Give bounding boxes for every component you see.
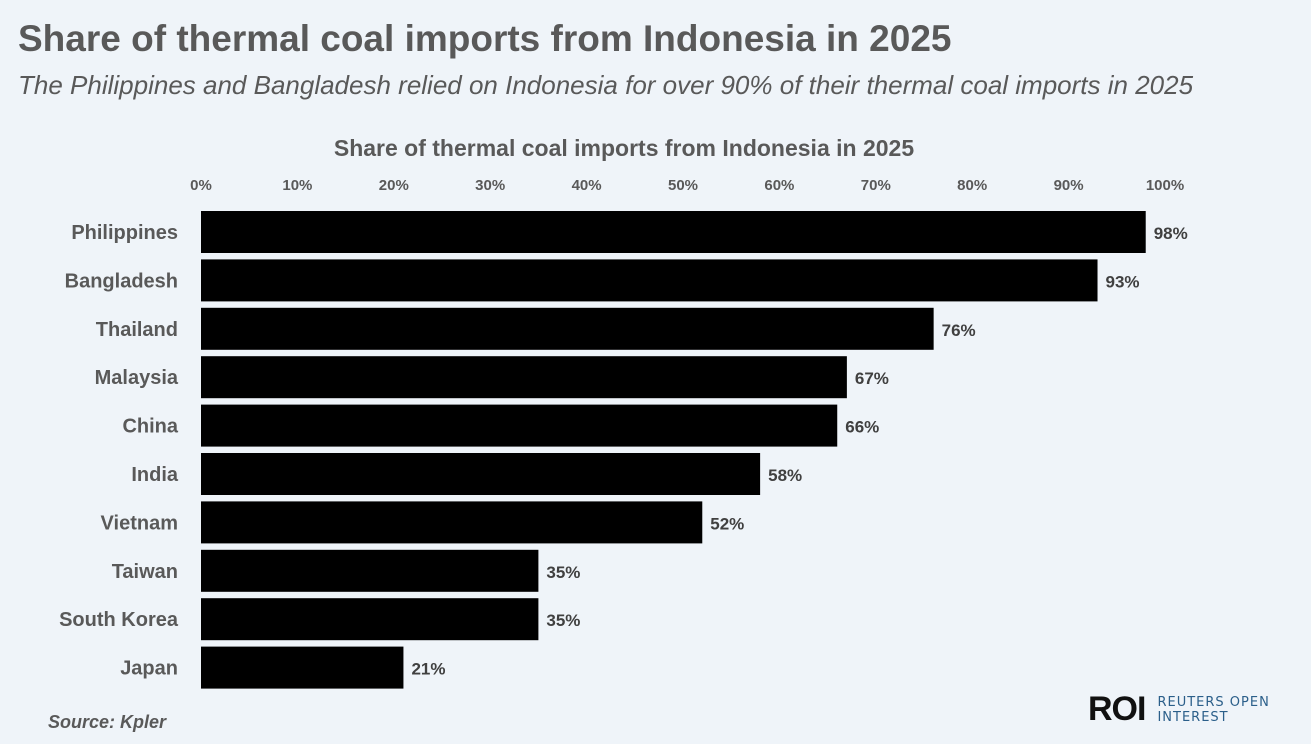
data-label: 67% <box>855 369 889 388</box>
data-label: 52% <box>710 514 744 533</box>
bar <box>201 501 703 544</box>
data-label: 66% <box>845 418 879 437</box>
x-tick-label: 30% <box>475 177 505 194</box>
x-tick-label: 0% <box>190 177 212 194</box>
chart-title: Share of thermal coal imports from Indon… <box>334 135 914 161</box>
x-tick-label: 40% <box>572 177 602 194</box>
x-tick-label: 100% <box>1146 177 1184 194</box>
page-title: Share of thermal coal imports from Indon… <box>18 18 952 59</box>
category-label: China <box>122 416 178 438</box>
x-tick-label: 50% <box>668 177 698 194</box>
roi-logo: ROI REUTERS OPEN INTEREST <box>1088 690 1270 729</box>
x-axis-ticks: 0% 10% 20% 30% 40% 50% 60% 70% 80% 90% 100% <box>190 177 1184 194</box>
bar <box>201 404 838 447</box>
x-tick-label: 80% <box>957 177 987 194</box>
category-label: Thailand <box>96 319 178 341</box>
bar <box>201 259 1098 302</box>
bar <box>201 453 761 495</box>
bar <box>201 307 934 350</box>
data-label: 58% <box>768 466 802 485</box>
x-tick-label: 10% <box>282 177 312 194</box>
category-label: Japan <box>120 658 178 680</box>
category-label: Malaysia <box>95 367 179 389</box>
category-label: Philippines <box>71 222 178 244</box>
category-label: Taiwan <box>112 561 178 583</box>
logo-mark: ROI <box>1088 690 1146 728</box>
x-tick-label: 60% <box>764 177 794 194</box>
logo-line-2: INTEREST <box>1157 709 1229 725</box>
bar <box>201 646 404 689</box>
x-tick-label: 20% <box>379 177 409 194</box>
logo-line-1: REUTERS OPEN <box>1157 694 1270 710</box>
data-label: 76% <box>942 321 976 340</box>
x-tick-label: 70% <box>861 177 891 194</box>
category-label: India <box>131 464 179 486</box>
bar <box>201 211 1146 253</box>
category-label: Bangladesh <box>65 270 178 292</box>
category-label: South Korea <box>59 609 179 631</box>
logo-text: REUTERS OPEN INTEREST <box>1157 695 1269 725</box>
data-label: 98% <box>1154 224 1188 243</box>
page-subtitle: The Philippines and Bangladesh relied on… <box>18 70 1194 100</box>
data-label: 93% <box>1106 272 1140 291</box>
source-note: Source: Kpler <box>48 712 167 732</box>
bar-series: Philippines 98% Bangladesh 93% Thailand 76% Ma… <box>59 211 1188 689</box>
bar <box>201 549 539 592</box>
category-label: Vietnam <box>101 512 178 534</box>
x-tick-label: 90% <box>1054 177 1084 194</box>
bar <box>201 598 539 641</box>
data-label: 35% <box>546 611 580 630</box>
data-label: 35% <box>546 563 580 582</box>
bar <box>201 356 847 399</box>
data-label: 21% <box>411 660 445 679</box>
